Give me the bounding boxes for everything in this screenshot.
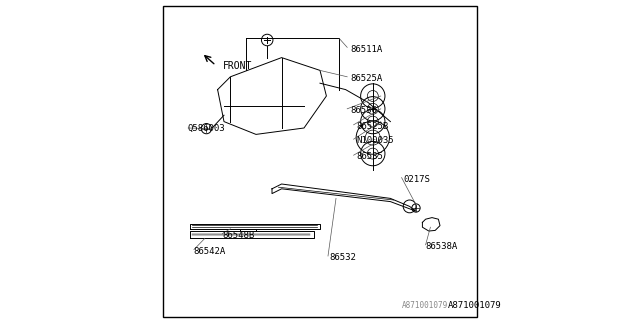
Text: 86535: 86535 [357, 152, 383, 161]
Text: 86525B: 86525B [357, 122, 389, 131]
Text: A871001079: A871001079 [402, 301, 448, 310]
Text: 86511A: 86511A [351, 45, 383, 54]
Text: 0217S: 0217S [403, 175, 430, 184]
Text: 86542A: 86542A [193, 247, 226, 256]
Text: 86532: 86532 [330, 253, 356, 262]
Text: 86536: 86536 [351, 106, 377, 115]
Text: 86538A: 86538A [426, 242, 458, 251]
Text: FRONT: FRONT [223, 60, 252, 71]
Text: A871001079: A871001079 [448, 301, 502, 310]
Text: N100035: N100035 [357, 136, 394, 145]
Text: 86525A: 86525A [351, 74, 383, 83]
Text: 86548B: 86548B [223, 231, 255, 240]
Text: Q586003: Q586003 [187, 124, 225, 132]
